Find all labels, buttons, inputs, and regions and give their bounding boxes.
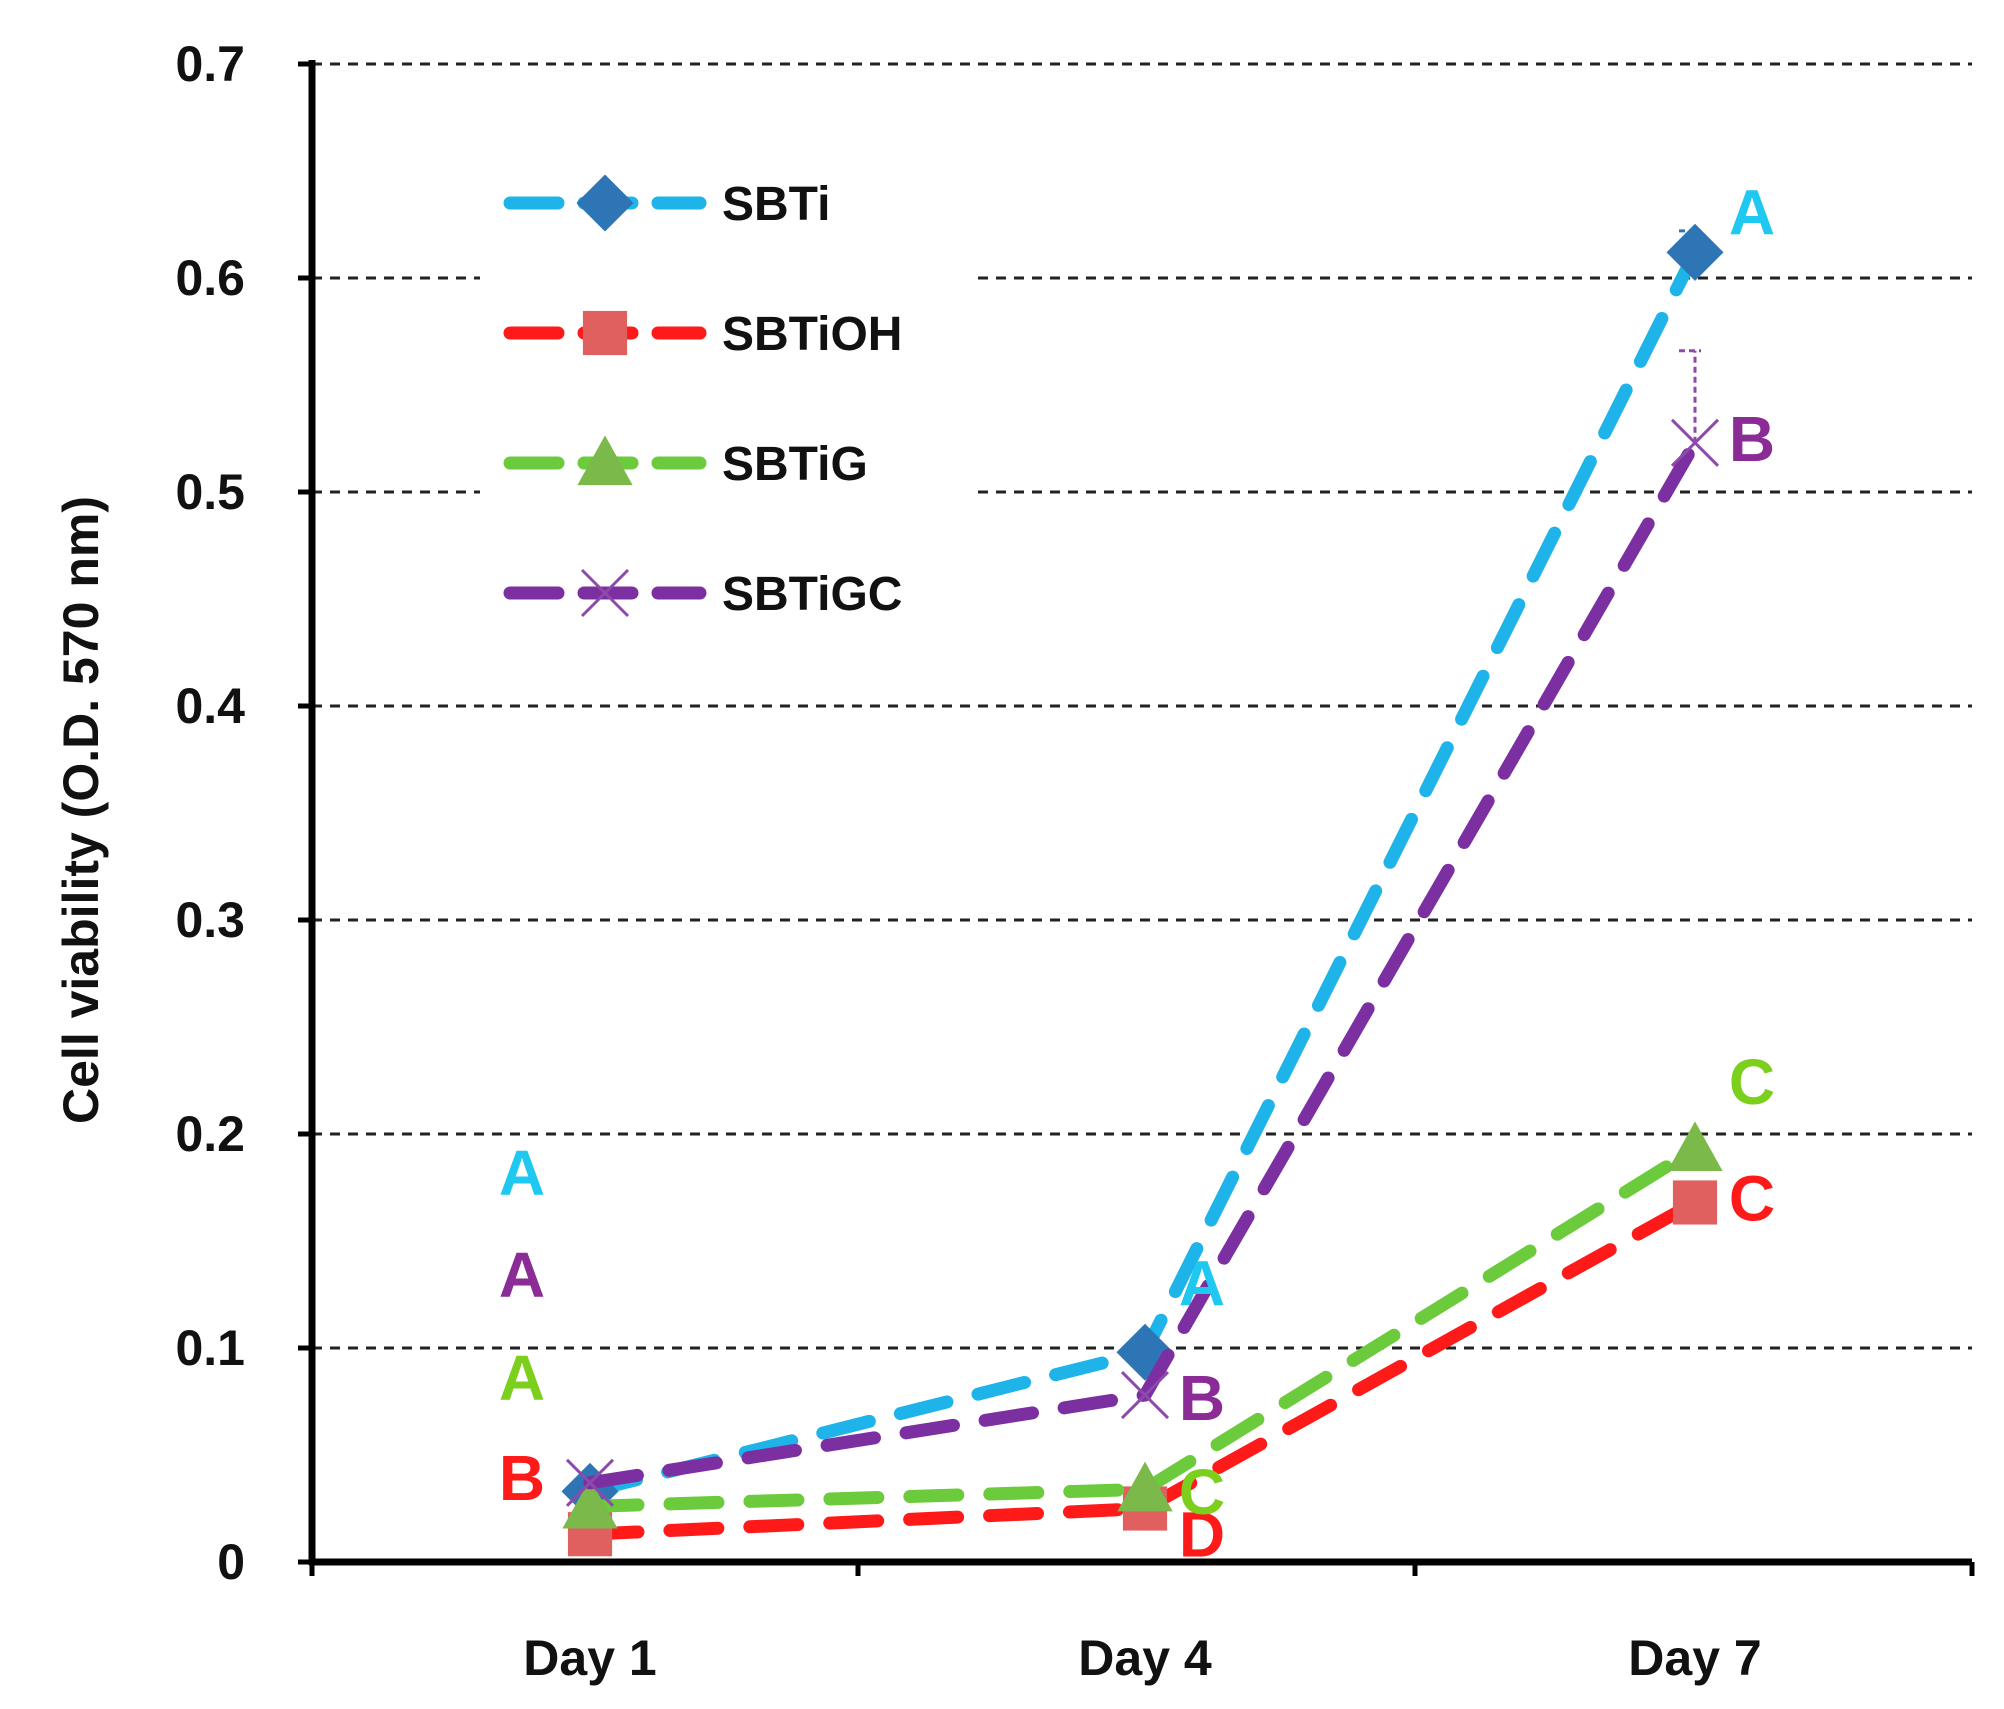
legend-label-sbtioh: SBTiOH [722, 308, 902, 361]
legend-marker-sbtig [577, 435, 633, 486]
legend-label-sbti: SBTi [722, 178, 830, 231]
sig-letter-sbtioh-0: B [499, 1442, 545, 1514]
sig-letter-sbtig-0: A [499, 1342, 545, 1414]
sig-letter-sbti-0: A [499, 1137, 545, 1209]
y-tick-label: 0.5 [175, 464, 245, 520]
sig-letter-sbti-1: A [1179, 1247, 1225, 1319]
y-tick-label: 0.1 [175, 1320, 245, 1376]
sig-letter-sbtig-2: C [1729, 1046, 1775, 1118]
legend-label-sbtig: SBTiG [722, 438, 868, 491]
marker-sbti-2 [1666, 223, 1724, 281]
marker-sbtig-1 [1117, 1461, 1173, 1512]
gridlines [312, 62, 1972, 1350]
legend-marker-sbtioh [582, 310, 628, 356]
legend-marker-sbti [576, 174, 634, 232]
marker-sbtigc-0-b [565, 1458, 615, 1507]
sig-letter-sbtioh-1: D [1179, 1499, 1225, 1571]
marker-sbtig-2 [1667, 1121, 1723, 1172]
legend-label-sbtigc: SBTiGC [722, 568, 902, 621]
y-tick-label: 0.6 [175, 250, 245, 306]
x-tick-label: Day 4 [1078, 1630, 1212, 1686]
sig-letter-sbtioh-2: C [1729, 1162, 1775, 1234]
legend: SBTi SBTiOH SBTiG SBTiGC [480, 150, 970, 640]
y-tick-label: 0.7 [175, 36, 245, 92]
legend-box [480, 150, 970, 640]
sig-letter-sbtigc-1: B [1179, 1362, 1225, 1434]
legend-marker-sbtigc-b [580, 568, 630, 618]
y-tick-label: 0 [217, 1534, 245, 1590]
marker-sbtioh-2 [1672, 1180, 1718, 1225]
sig-letter-sbtigc-0: A [499, 1239, 545, 1311]
y-axis-title: Cell viability (O.D. 570 nm) [53, 496, 109, 1124]
sig-letter-sbtig-1: C [1179, 1456, 1225, 1528]
sig-letter-sbti-2: A [1729, 176, 1775, 248]
x-tick-label: Day 7 [1628, 1630, 1761, 1686]
marker-sbtigc-1-b [1120, 1371, 1170, 1420]
axes: 0 0.1 0.2 0.3 0.4 0.5 0.6 0.7 Day 1 Day 4 Day 7 [175, 36, 1975, 1686]
x-tick-label: Day 1 [523, 1630, 656, 1686]
marker-sbtig-0 [562, 1478, 618, 1529]
sig-letter-sbtigc-2: B [1729, 403, 1775, 475]
marker-sbtigc-2-b [1670, 418, 1720, 467]
y-tick-label: 0.2 [175, 1106, 245, 1162]
y-tick-label: 0.4 [175, 678, 245, 734]
y-tick-label: 0.3 [175, 892, 245, 948]
series [561, 223, 1724, 1557]
